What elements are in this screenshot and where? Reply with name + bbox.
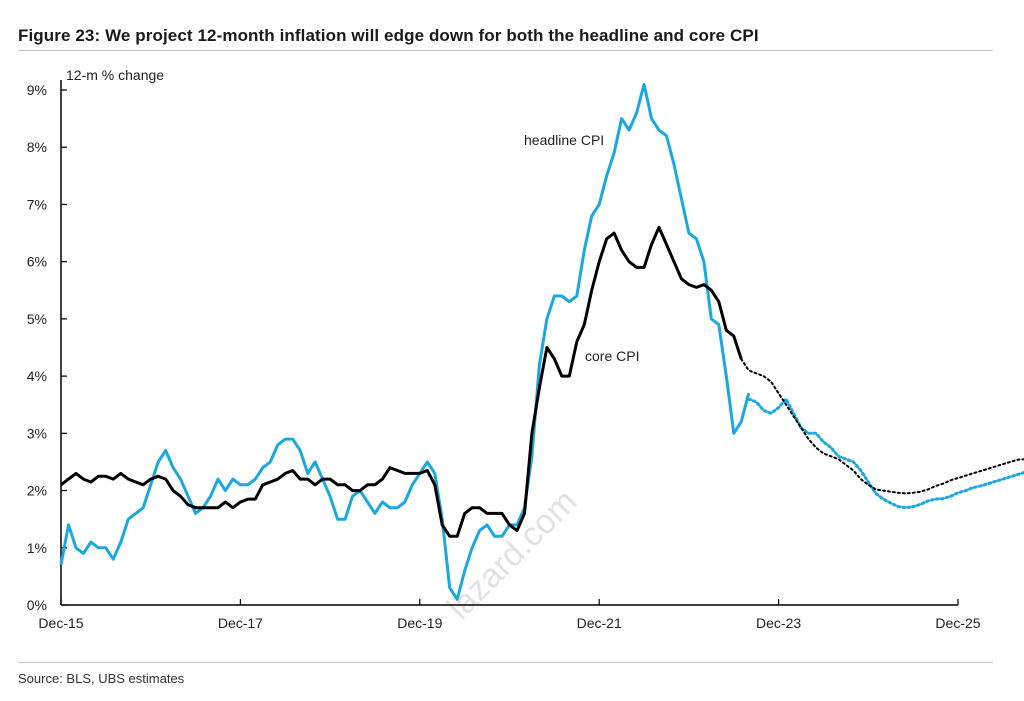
y-tick-label: 7% <box>27 196 47 212</box>
x-tick-label: Dec-17 <box>218 615 263 631</box>
y-tick-label: 2% <box>27 483 47 499</box>
y-tick-label: 4% <box>27 368 47 384</box>
figure-title: Figure 23: We project 12-month inflation… <box>18 26 759 45</box>
headline-cpi-projection-line <box>747 396 1024 510</box>
x-tick-label: Dec-23 <box>756 615 801 631</box>
x-tick-label: Dec-19 <box>397 615 442 631</box>
y-axis-label: 12-m % change <box>66 67 164 83</box>
y-tick-label: 9% <box>27 82 47 98</box>
x-tick-label: Dec-25 <box>935 615 980 631</box>
x-tick-label: Dec-15 <box>38 615 83 631</box>
y-tick-label: 1% <box>27 540 47 556</box>
core-cpi-actual-line <box>60 225 743 538</box>
source-note: Source: BLS, UBS estimates <box>18 671 185 686</box>
footer-divider <box>18 662 993 663</box>
core-cpi-annotation: core CPI <box>585 348 639 364</box>
y-tick-label: 3% <box>27 425 47 441</box>
headline-cpi-annotation: headline CPI <box>524 132 604 148</box>
y-tick-label: 5% <box>27 311 47 327</box>
x-tick-label: Dec-21 <box>577 615 622 631</box>
axes: 0% 1% 2% 3% 4% 5% 6% 7% 8% 9% Dec-15 Dec-17 Dec-19 De… <box>27 80 981 631</box>
y-tick-label: 8% <box>27 139 47 155</box>
series-layer <box>59 82 1024 601</box>
core-cpi-projection-line <box>740 357 1024 495</box>
y-tick-label: 0% <box>27 597 47 613</box>
headline-cpi-actual-line <box>59 82 751 601</box>
y-tick-label: 6% <box>27 254 47 270</box>
title-divider <box>18 50 993 51</box>
